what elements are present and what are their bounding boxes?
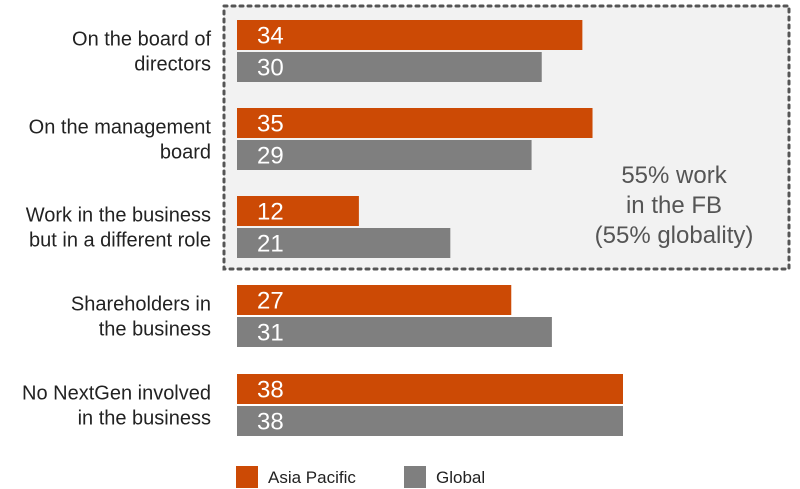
bar-asia-pacific-0: [237, 20, 583, 50]
category-label-2: Work in the business but in a different r…: [26, 205, 211, 252]
bar-asia-pacific-3: [237, 285, 512, 315]
bar-value-global-4: 38: [257, 409, 284, 436]
bar-value-global-2: 21: [257, 231, 284, 258]
category-label-4: No NextGen involved in the business: [22, 383, 211, 430]
bar-value-asia-pacific-2: 12: [257, 199, 284, 226]
bar-value-global-1: 29: [257, 143, 284, 170]
bar-value-global-3: 31: [257, 320, 284, 347]
bar-value-global-0: 30: [257, 55, 284, 82]
bar-value-asia-pacific-0: 34: [257, 23, 284, 50]
bar-value-asia-pacific-3: 27: [257, 288, 284, 315]
bar-asia-pacific-1: [237, 108, 593, 138]
bar-global-3: [237, 317, 552, 347]
legend-swatch-asia-pacific: [236, 466, 258, 488]
bar-value-asia-pacific-4: 38: [257, 377, 284, 404]
bar-global-2: [237, 228, 451, 258]
category-label-1: On the management board: [29, 117, 212, 164]
annotation-text: 55% work in the FB (55% globality): [595, 162, 754, 249]
legend-swatch-global: [404, 466, 426, 488]
bar-value-asia-pacific-1: 35: [257, 111, 284, 138]
bar-asia-pacific-4: [237, 374, 623, 404]
bar-global-0: [237, 52, 542, 82]
legend-label-global: Global: [436, 468, 485, 487]
bar-global-1: [237, 140, 532, 170]
category-label-3: Shareholders in the business: [71, 294, 211, 341]
category-label-0: On the board of directors: [72, 29, 211, 76]
legend-label-asia-pacific: Asia Pacific: [268, 468, 356, 487]
bar-global-4: [237, 406, 623, 436]
bar-asia-pacific-2: [237, 196, 359, 226]
